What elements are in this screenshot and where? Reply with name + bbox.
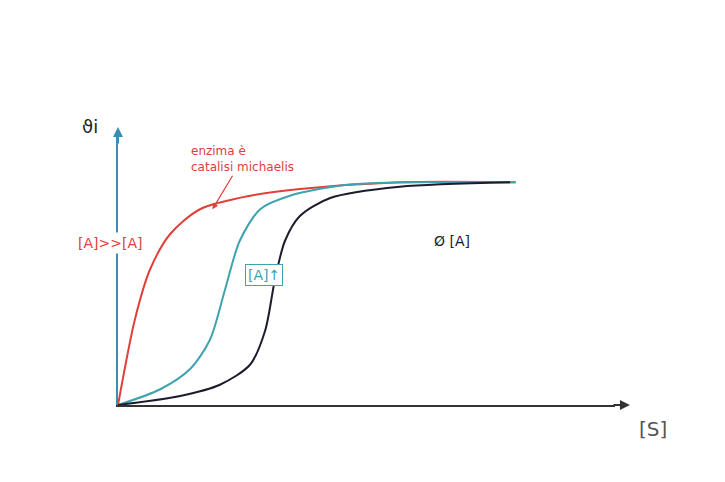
- svg-text:Ø [A]: Ø [A]: [434, 233, 470, 249]
- svg-text:ϑi: ϑi: [82, 116, 98, 137]
- svg-text:enzima ècatalisi michaelis: enzima ècatalisi michaelis: [191, 144, 294, 174]
- svg-text:[A]>>[A]: [A]>>[A]: [78, 235, 142, 251]
- svg-text:[S]: [S]: [639, 417, 667, 441]
- svg-text:[A]↑: [A]↑: [248, 267, 280, 283]
